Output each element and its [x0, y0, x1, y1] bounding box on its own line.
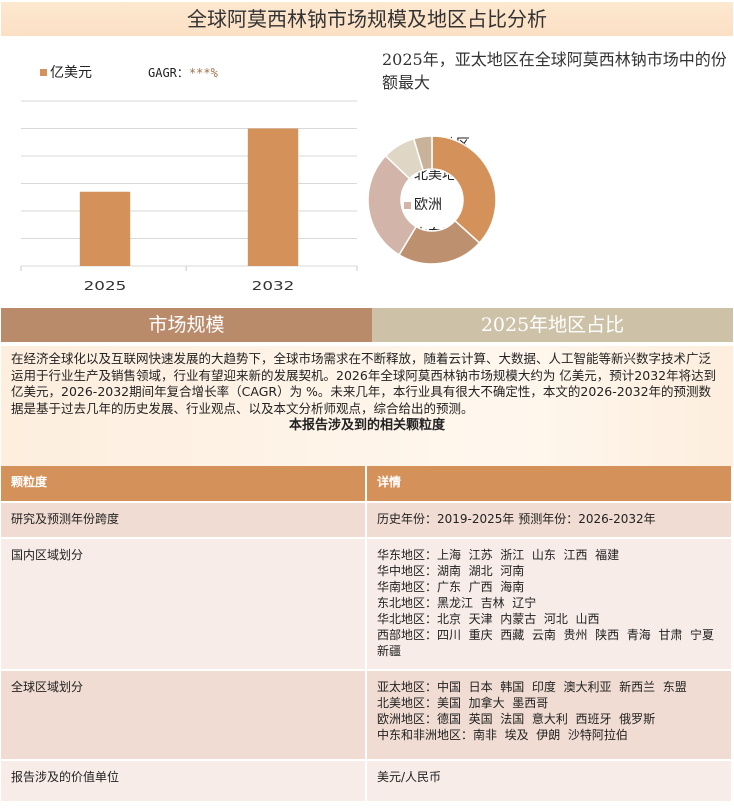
table-title: 本报告涉及到的相关颗粒度	[288, 418, 445, 433]
legend-swatch	[40, 68, 47, 76]
slice-亚太地区	[431, 135, 497, 244]
table-header: 详情	[366, 466, 733, 503]
bar-legend-label: 亿美元	[50, 65, 92, 81]
detail-line: 华南地区：广东 广西 海南	[377, 580, 525, 594]
section-region-share: 2025年地区占比	[372, 308, 733, 342]
row-detail: 历史年份：2019-2025年 预测年份：2026-2032年	[366, 502, 733, 539]
x-tick-label: 2032	[252, 279, 295, 293]
granularity-table: 颗粒度 详情 研究及预测年份跨度 历史年份：2019-2025年 预测年份：2026…	[1, 466, 733, 803]
detail-line: 华东地区：上海 江苏 浙江 山东 江西 福建	[377, 548, 620, 562]
donut-chart	[367, 135, 497, 265]
row-label: 国内区域划分	[1, 538, 367, 671]
row-label: 研究及预测年份跨度	[1, 502, 367, 539]
table-row: 报告涉及的价值单位 美元/人民币	[1, 760, 733, 803]
detail-line: 华北地区：北京 天津 内蒙古 河北 山西	[377, 612, 600, 626]
bar-2025	[79, 191, 131, 266]
bar-legend: 亿美元	[40, 62, 92, 82]
page-title: 全球阿莫西林钠市场规模及地区占比分析	[1, 2, 733, 36]
detail-line: 东北地区：黑龙江 吉林 辽宁	[377, 596, 537, 610]
cagr-value: ***%	[188, 66, 218, 80]
detail-line: 美元/人民币	[377, 770, 442, 784]
detail-line: 北美地区：美国 加拿大 墨西哥	[377, 696, 549, 710]
donut-title: 2025年，亚太地区在全球阿莫西林钠市场中的份额最大	[382, 50, 727, 92]
table-row: 全球区域划分 亚太地区：中国 日本 韩国 印度 澳大利亚 新西兰 东盟 北美地区：美…	[1, 670, 733, 761]
legend-label: 欧洲	[414, 197, 442, 213]
row-detail: 美元/人民币	[366, 760, 733, 803]
cagr-label: GAGR：***%	[148, 64, 218, 81]
table-row: 国内区域划分 华东地区：上海 江苏 浙江 山东 江西 福建 华中地区：湖南 湖北 河…	[1, 538, 733, 671]
row-detail: 亚太地区：中国 日本 韩国 印度 澳大利亚 新西兰 东盟 北美地区：美国 加拿大 …	[366, 670, 733, 761]
legend-item: 欧洲	[404, 196, 484, 226]
x-tick-label: 2025	[84, 279, 127, 293]
detail-line: 中东和非洲地区：南非 埃及 伊朗 沙特阿拉伯	[377, 728, 628, 742]
detail-line: 亚太地区：中国 日本 韩国 印度 澳大利亚 新西兰 东盟	[377, 680, 687, 694]
detail-line: 历史年份：2019-2025年 预测年份：2026-2032年	[377, 512, 656, 526]
table-row: 研究及预测年份跨度 历史年份：2019-2025年 预测年份：2026-2032年	[1, 502, 733, 539]
row-label: 报告涉及的价值单位	[1, 760, 367, 803]
section-market-size: 市场规模	[1, 308, 372, 342]
detail-line: 华中地区：湖南 湖北 河南	[377, 564, 525, 578]
table-header: 颗粒度	[1, 466, 367, 503]
bar-chart: 2025 2032	[20, 100, 358, 293]
description-panel: 在经济全球化以及互联网快速发展的大趋势下，全球市场需求在不断释放，随着云计算、大…	[1, 346, 733, 466]
slice-欧洲	[367, 154, 418, 256]
cagr-text: GAGR：	[148, 66, 189, 80]
description-text: 在经济全球化以及互联网快速发展的大趋势下，全球市场需求在不断释放，随着云计算、大…	[11, 351, 717, 416]
slice-other	[412, 135, 433, 172]
bar-2032	[247, 128, 299, 266]
row-label: 全球区域划分	[1, 670, 367, 761]
row-detail: 华东地区：上海 江苏 浙江 山东 江西 福建 华中地区：湖南 湖北 河南 华南地区：…	[366, 538, 733, 671]
legend-swatch	[404, 202, 411, 209]
detail-line: 西部地区：四川 重庆 西藏 云南 贵州 陕西 青海 甘肃 宁夏 新疆	[377, 628, 722, 658]
detail-line: 欧洲地区：德国 英国 法国 意大利 西班牙 俄罗斯	[377, 712, 656, 726]
